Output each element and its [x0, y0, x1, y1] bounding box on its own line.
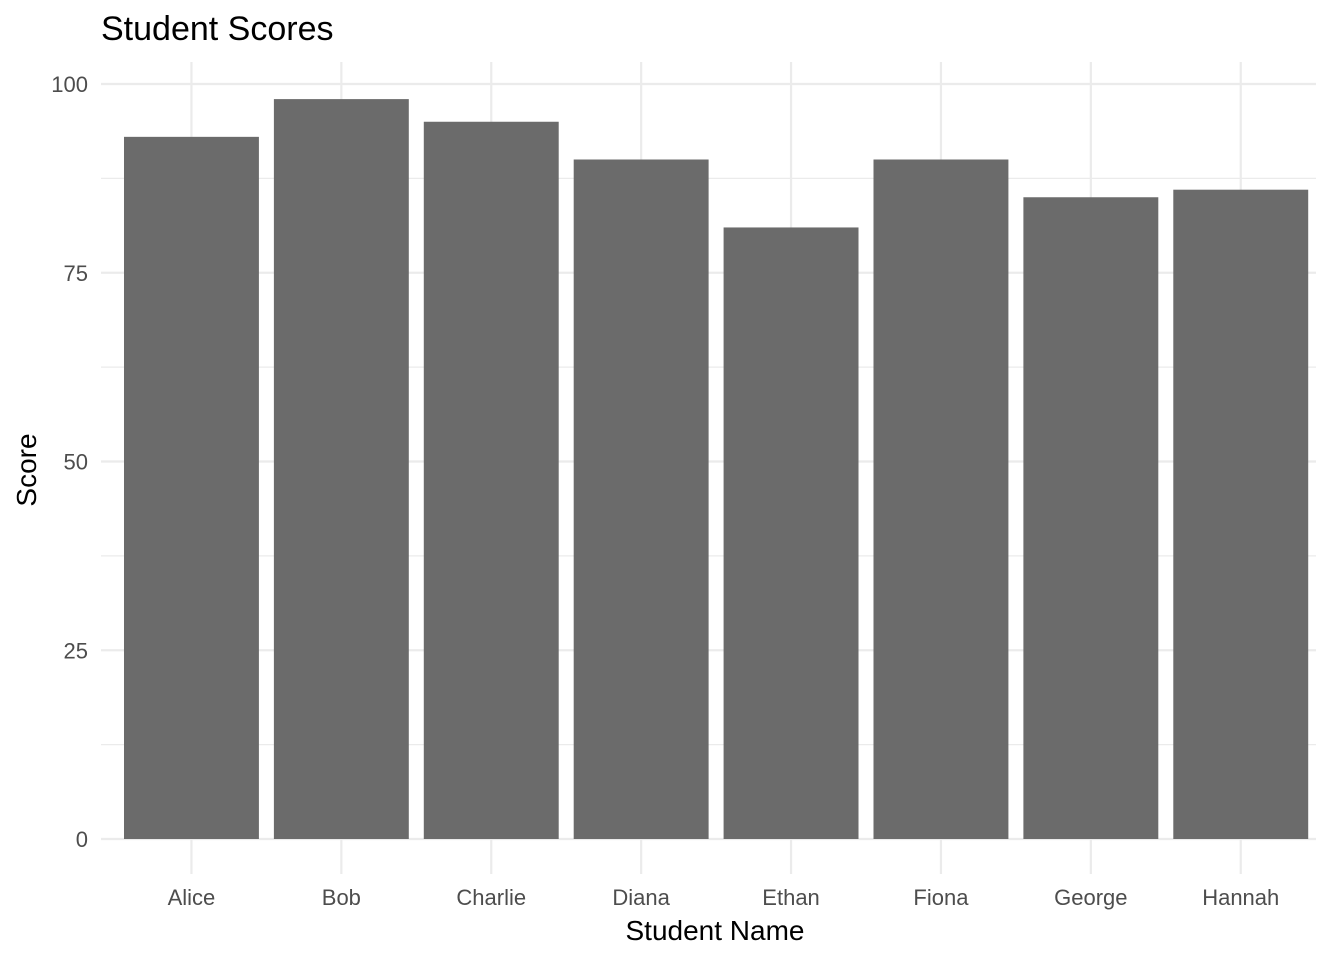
x-tick-label: Hannah	[1202, 885, 1279, 910]
y-tick-labels: 0 25 50 75 100	[51, 72, 88, 852]
bar-alice	[124, 137, 259, 839]
x-tick-label: Diana	[612, 885, 670, 910]
x-tick-label: Fiona	[913, 885, 969, 910]
bar-diana	[574, 160, 709, 840]
x-tick-label: Charlie	[456, 885, 526, 910]
x-tick-label: Ethan	[762, 885, 820, 910]
bars	[124, 99, 1308, 839]
y-axis-title: Score	[11, 433, 42, 506]
x-tick-label: Alice	[168, 885, 216, 910]
bar-fiona	[873, 160, 1008, 840]
y-tick-label: 0	[76, 827, 88, 852]
x-tick-label: George	[1054, 885, 1127, 910]
bar-hannah	[1173, 190, 1308, 839]
y-tick-label: 75	[64, 261, 88, 286]
chart-title: Student Scores	[101, 10, 333, 48]
y-tick-label: 25	[64, 638, 88, 663]
y-tick-label: 50	[64, 450, 88, 475]
bar-charlie	[424, 122, 559, 839]
bar-bob	[274, 99, 409, 839]
y-tick-label: 100	[51, 72, 88, 97]
bar-ethan	[724, 227, 859, 839]
x-axis-title: Student Name	[626, 915, 805, 946]
bar-george	[1023, 197, 1158, 839]
x-tick-labels: Alice Bob Charlie Diana Ethan Fiona George Hann…	[168, 885, 1280, 910]
x-tick-label: Bob	[322, 885, 361, 910]
